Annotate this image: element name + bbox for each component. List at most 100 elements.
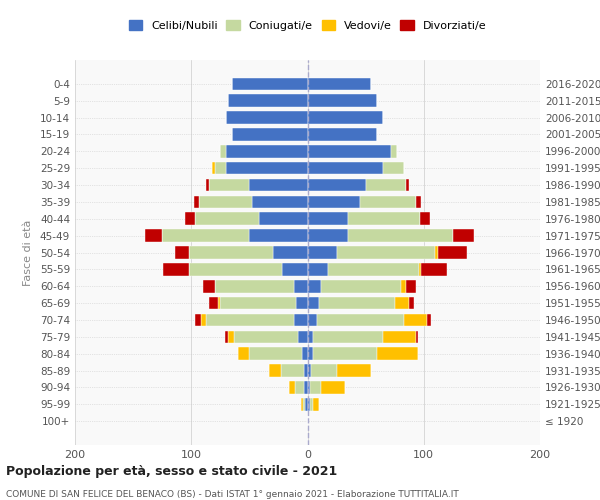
Bar — [308, 381, 310, 394]
Bar — [337, 364, 371, 377]
Bar — [421, 263, 447, 276]
Bar — [308, 78, 371, 90]
Bar — [200, 314, 206, 326]
Bar — [383, 162, 404, 174]
Text: COMUNE DI SAN FELICE DEL BENACO (BS) - Dati ISTAT 1° gennaio 2021 - Elaborazione: COMUNE DI SAN FELICE DEL BENACO (BS) - D… — [6, 490, 459, 499]
Bar — [282, 263, 308, 276]
Bar — [304, 381, 308, 394]
Bar — [404, 314, 427, 326]
Bar — [310, 381, 322, 394]
Bar — [310, 398, 313, 410]
Bar — [348, 230, 453, 242]
Bar — [308, 178, 365, 192]
Bar — [395, 297, 409, 310]
Bar — [420, 212, 430, 225]
Bar — [406, 280, 416, 292]
Bar — [215, 280, 293, 292]
Legend: Celibi/Nubili, Coniugati/e, Vedovi/e, Divorziati/e: Celibi/Nubili, Coniugati/e, Vedovi/e, Di… — [124, 16, 491, 35]
Bar — [337, 246, 436, 259]
Bar — [317, 314, 404, 326]
Bar — [308, 398, 310, 410]
Bar — [220, 145, 226, 158]
Bar — [226, 162, 308, 174]
Bar — [303, 398, 305, 410]
Bar — [281, 364, 304, 377]
Bar — [416, 196, 421, 208]
Bar — [348, 212, 420, 225]
Bar — [308, 111, 383, 124]
Bar — [295, 381, 304, 394]
Bar — [313, 330, 383, 343]
Bar — [401, 280, 406, 292]
Bar — [234, 330, 298, 343]
Bar — [250, 348, 302, 360]
Bar — [365, 178, 406, 192]
Bar — [391, 145, 397, 158]
Bar — [289, 381, 295, 394]
Bar — [250, 230, 308, 242]
Bar — [252, 196, 308, 208]
Bar — [311, 364, 337, 377]
Bar — [305, 398, 308, 410]
Bar — [250, 178, 308, 192]
Bar — [308, 364, 311, 377]
Bar — [308, 314, 317, 326]
Bar — [308, 297, 319, 310]
Bar — [229, 330, 234, 343]
Bar — [302, 348, 308, 360]
Bar — [308, 128, 377, 141]
Bar — [220, 297, 296, 310]
Bar — [218, 297, 220, 310]
Bar — [308, 196, 360, 208]
Bar — [313, 348, 377, 360]
Bar — [409, 297, 415, 310]
Bar — [313, 398, 319, 410]
Bar — [308, 145, 391, 158]
Bar — [308, 246, 337, 259]
Bar — [328, 263, 419, 276]
Bar — [269, 364, 281, 377]
Bar — [195, 212, 259, 225]
Bar — [163, 263, 189, 276]
Bar — [232, 128, 308, 141]
Bar — [322, 381, 344, 394]
Bar — [206, 314, 293, 326]
Bar — [195, 314, 200, 326]
Bar — [319, 297, 395, 310]
Bar — [308, 263, 328, 276]
Text: Popolazione per età, sesso e stato civile - 2021: Popolazione per età, sesso e stato civil… — [6, 465, 337, 478]
Bar — [453, 230, 474, 242]
Bar — [436, 246, 438, 259]
Bar — [232, 78, 308, 90]
Bar — [416, 330, 418, 343]
Bar — [238, 348, 250, 360]
Bar — [145, 230, 162, 242]
Bar — [308, 348, 313, 360]
Bar — [308, 212, 348, 225]
Bar — [189, 263, 282, 276]
Bar — [225, 330, 229, 343]
Bar — [293, 314, 308, 326]
Bar — [308, 230, 348, 242]
Bar — [229, 94, 308, 107]
Bar — [199, 196, 252, 208]
Bar — [185, 212, 195, 225]
Bar — [226, 111, 308, 124]
Bar — [212, 162, 215, 174]
Bar — [296, 297, 308, 310]
Bar — [301, 398, 303, 410]
Bar — [175, 246, 189, 259]
Bar — [419, 263, 421, 276]
Bar — [383, 330, 416, 343]
Bar — [215, 162, 226, 174]
Bar — [272, 246, 308, 259]
Bar — [209, 297, 218, 310]
Y-axis label: Fasce di età: Fasce di età — [23, 220, 33, 286]
Bar — [308, 94, 377, 107]
Bar — [162, 230, 250, 242]
Bar — [438, 246, 467, 259]
Bar — [406, 178, 409, 192]
Bar — [427, 314, 431, 326]
Bar — [360, 196, 416, 208]
Bar — [293, 280, 308, 292]
